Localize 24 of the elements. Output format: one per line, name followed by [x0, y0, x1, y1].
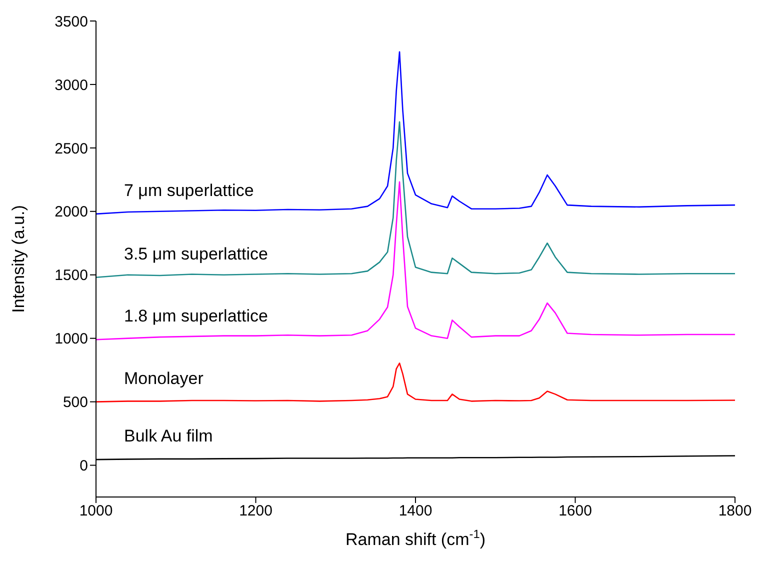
series-label: 1.8 μm superlattice [124, 306, 268, 326]
y-tick-label: 1000 [54, 330, 88, 348]
series-label: Bulk Au film [124, 426, 213, 446]
line-series [96, 362, 735, 402]
y-axis-title: Intensity (a.u.) [9, 205, 28, 313]
series-label: Monolayer [124, 368, 204, 388]
x-tick-label: 1600 [558, 502, 592, 520]
line-series [96, 51, 735, 215]
y-tick-label: 3000 [54, 76, 88, 94]
y-tick-label: 0 [80, 458, 88, 475]
series-label: 3.5 μm superlattice [124, 244, 268, 264]
y-tick-label: 2500 [54, 140, 88, 158]
x-tick-label: 1200 [239, 502, 272, 520]
series-label: 7 μm superlattice [124, 180, 254, 200]
y-tick-label: 500 [62, 394, 88, 412]
line-series [96, 121, 735, 278]
y-tick-label: 2000 [54, 204, 88, 221]
y-tick-label: 3500 [54, 13, 88, 30]
line-series [96, 181, 735, 340]
x-axis-title: Raman shift (cm$^{-1}$) [346, 527, 486, 549]
y-tick-label: 1500 [54, 267, 88, 284]
x-tick-label: 1400 [398, 502, 432, 520]
x-tick-label: 1800 [718, 502, 752, 520]
x-tick-label: 1000 [79, 502, 113, 520]
